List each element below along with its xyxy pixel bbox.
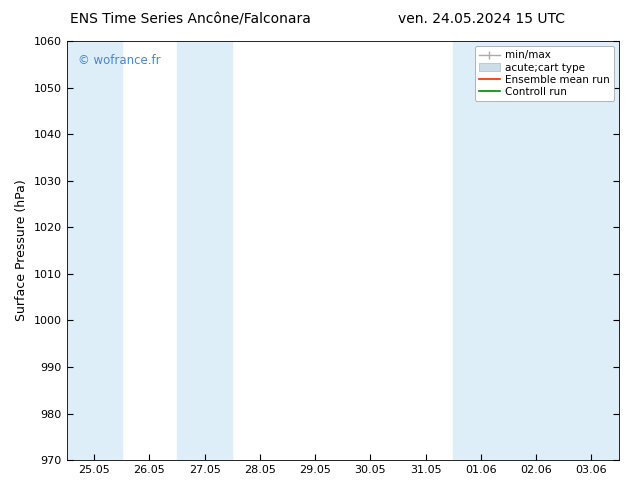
Legend: min/max, acute;cart type, Ensemble mean run, Controll run: min/max, acute;cart type, Ensemble mean … (475, 46, 614, 101)
Y-axis label: Surface Pressure (hPa): Surface Pressure (hPa) (15, 180, 28, 321)
Text: ENS Time Series Ancône/Falconara: ENS Time Series Ancône/Falconara (70, 12, 311, 26)
Text: © wofrance.fr: © wofrance.fr (77, 53, 160, 67)
Bar (177, 41, 232, 460)
Bar (508, 41, 564, 460)
Bar (564, 41, 619, 460)
Bar (453, 41, 508, 460)
Bar (67, 41, 122, 460)
Text: ven. 24.05.2024 15 UTC: ven. 24.05.2024 15 UTC (398, 12, 566, 26)
